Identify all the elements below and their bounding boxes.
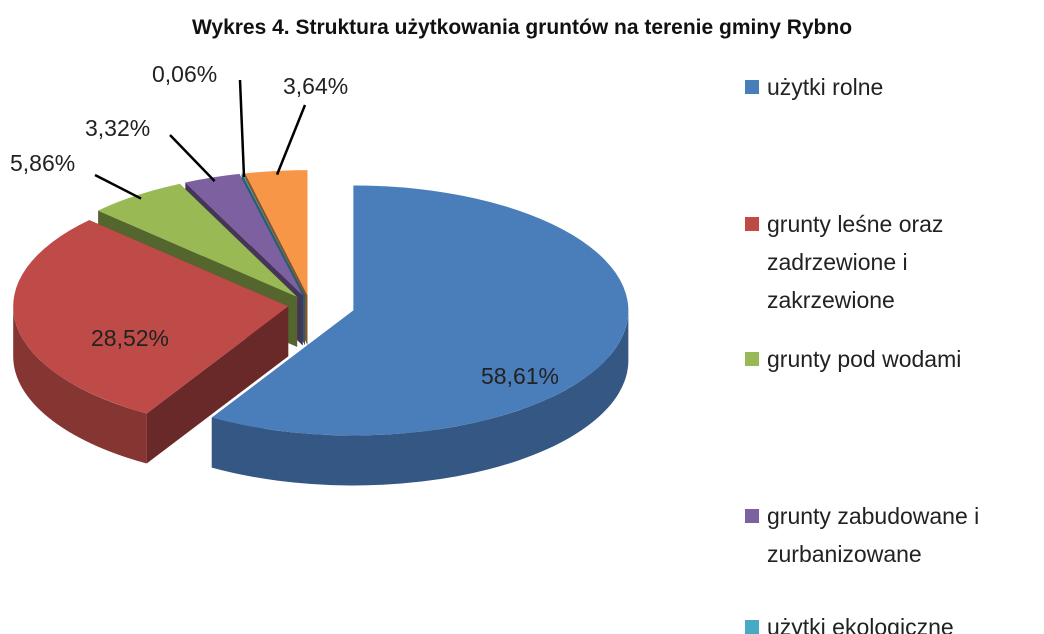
legend-item: użytki ekologiczne	[745, 608, 1025, 634]
legend-swatch	[745, 509, 759, 523]
legend-label: użytki rolne	[767, 74, 884, 100]
slice-side	[146, 306, 289, 464]
slice	[185, 173, 303, 296]
data-label: 3,32%	[85, 115, 150, 141]
slice	[241, 173, 305, 296]
slice	[13, 220, 289, 414]
legend-swatch	[745, 80, 759, 94]
data-label: 3,64%	[283, 73, 348, 99]
slice-wall	[211, 310, 629, 486]
legend-item: grunty pod wodami	[745, 340, 1025, 378]
data-label: 0,06%	[152, 61, 217, 87]
legend-label: grunty leśne oraz zadrzewione i zakrzewi…	[767, 211, 944, 313]
slice	[98, 183, 298, 297]
leader-line	[275, 104, 307, 176]
data-label: 58,61%	[481, 363, 559, 389]
chart-title: Wykres 4. Struktura użytkowania gruntów …	[191, 16, 853, 39]
pie-area: 58,61% 28,52% 5,86% 3,32% 0,06% 3,64%	[10, 61, 629, 486]
data-label: 28,52%	[91, 325, 169, 351]
legend-label: użytki ekologiczne	[767, 614, 954, 634]
legend-swatch	[745, 352, 759, 366]
data-label: 5,86%	[10, 150, 75, 176]
legend-label: grunty zabudowane i zurbanizowane	[767, 503, 980, 567]
slice	[211, 185, 629, 436]
legend-item: użytki rolne	[745, 68, 1025, 106]
leader-line	[169, 134, 216, 182]
leader-line	[238, 79, 246, 178]
legend-item: grunty zabudowane i zurbanizowane	[745, 497, 1025, 573]
legend-swatch	[745, 620, 759, 634]
slice	[245, 170, 308, 296]
leader-line	[94, 173, 142, 200]
legend-label: grunty pod wodami	[767, 346, 962, 372]
legend-swatch	[745, 217, 759, 231]
slice-wall	[13, 306, 147, 464]
legend-item: grunty leśne oraz zadrzewione i zakrzewi…	[745, 205, 1025, 319]
